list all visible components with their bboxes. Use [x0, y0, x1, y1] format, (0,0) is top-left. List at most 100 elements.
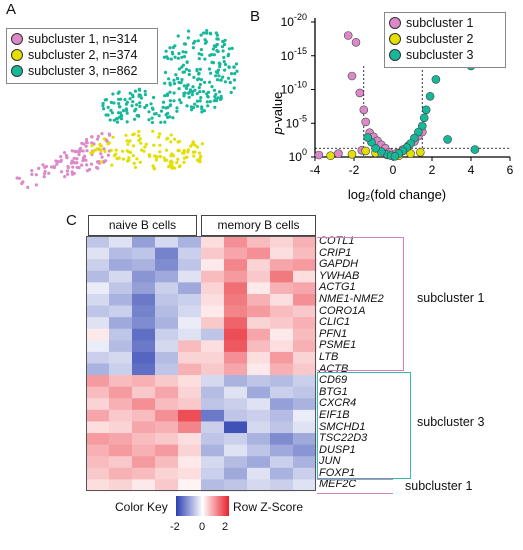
heatmap-cell — [155, 456, 179, 469]
heatmap-cell — [155, 398, 179, 411]
heatmap-cell — [86, 421, 110, 434]
umap-point-subcluster-3 — [150, 120, 154, 125]
umap-point-subcluster-3 — [223, 68, 227, 72]
umap-point-subcluster-2 — [114, 148, 118, 152]
heatmap-cell — [132, 351, 156, 364]
legend-label: subcluster 2, n=374 — [28, 48, 138, 62]
umap-point-subcluster-2 — [182, 151, 186, 155]
umap-point-subcluster-1 — [85, 163, 89, 167]
umap-point-subcluster-3 — [212, 53, 216, 57]
umap-point-subcluster-3 — [223, 38, 227, 42]
x-tick-label: 0 — [390, 163, 397, 177]
umap-point-subcluster-3 — [180, 55, 184, 59]
umap-point-subcluster-3 — [223, 80, 227, 84]
heatmap-cell — [247, 282, 271, 295]
umap-point-subcluster-3 — [101, 101, 105, 106]
legend-item-subcluster-1: subcluster 1, n=314 — [7, 31, 157, 47]
umap-point-subcluster-3 — [117, 102, 121, 106]
umap-point-subcluster-3 — [176, 34, 180, 38]
subcluster-2-marker — [11, 49, 23, 61]
umap-point-subcluster-2 — [182, 156, 187, 160]
heatmap-cell — [224, 270, 248, 283]
heatmap-cell — [109, 479, 133, 492]
heatmap-cell — [178, 386, 202, 399]
legend-label: subcluster 1 — [406, 16, 474, 30]
umap-point-subcluster-3 — [200, 110, 204, 114]
umap-point-subcluster-1 — [73, 149, 77, 153]
gene-label: LTB — [319, 350, 339, 363]
heatmap-cell — [132, 293, 156, 306]
umap-point-subcluster-3 — [193, 102, 197, 106]
umap-point-subcluster-2 — [163, 158, 167, 163]
umap-point-subcluster-3 — [131, 95, 135, 99]
x-tick-label: -2 — [349, 163, 360, 177]
umap-point-subcluster-2 — [138, 160, 142, 164]
umap-point-subcluster-1 — [96, 166, 100, 170]
heatmap-cell — [178, 363, 202, 376]
umap-point-subcluster-1 — [82, 156, 86, 160]
heatmap-cell — [293, 433, 317, 445]
heatmap-cell — [247, 293, 271, 306]
heatmap-cell — [293, 328, 317, 341]
umap-point-subcluster-1 — [85, 149, 89, 153]
heatmap-cell — [270, 375, 294, 387]
gene-label: COTL1 — [319, 235, 355, 247]
panel-a-label: A — [6, 1, 17, 18]
umap-point-subcluster-1 — [100, 132, 104, 136]
umap-point-subcluster-2 — [135, 157, 139, 161]
heatmap-cell — [270, 282, 294, 295]
umap-point-subcluster-1 — [62, 151, 67, 155]
heatmap-cell — [270, 328, 294, 341]
y-axis-label: p-value — [270, 92, 285, 136]
umap-point-subcluster-3 — [181, 50, 185, 54]
umap-point-subcluster-3 — [177, 67, 181, 71]
x-tick-label: 6 — [507, 163, 514, 177]
umap-point-subcluster-3 — [150, 106, 154, 110]
umap-points — [15, 29, 239, 189]
umap-point-subcluster-3 — [222, 60, 226, 64]
umap-point-subcluster-2 — [192, 154, 196, 158]
umap-point-subcluster-3 — [163, 120, 167, 124]
heatmap-cell — [201, 433, 225, 445]
umap-point-subcluster-2 — [125, 139, 129, 143]
heatmap-cell — [247, 340, 271, 353]
heatmap-cell — [201, 398, 225, 411]
heatmap-cell — [178, 398, 202, 411]
heatmap-cell — [247, 270, 271, 283]
umap-point-subcluster-1 — [66, 172, 70, 176]
heatmap-cell — [201, 456, 225, 469]
umap-point-subcluster-3 — [109, 108, 113, 112]
umap-point-subcluster-3 — [168, 83, 172, 87]
umap-point-subcluster-3 — [164, 49, 168, 53]
volcano-point-subcluster-1 — [361, 117, 370, 127]
heatmap-cell — [109, 247, 133, 260]
gene-label: CLIC1 — [319, 316, 351, 329]
heatmap-cell — [224, 305, 248, 318]
umap-point-subcluster-2 — [173, 137, 177, 141]
heatmap-cell — [224, 340, 248, 353]
umap-point-subcluster-2 — [158, 154, 162, 159]
heatmap-cell — [270, 247, 294, 260]
umap-point-subcluster-2 — [98, 143, 102, 147]
heatmap-cell — [201, 386, 225, 399]
gene-label: JUN — [319, 455, 341, 468]
umap-point-subcluster-2 — [137, 134, 141, 138]
umap-point-subcluster-3 — [177, 80, 181, 85]
heatmap-cell — [247, 421, 271, 434]
umap-point-subcluster-3 — [233, 72, 237, 76]
umap-point-subcluster-3 — [205, 29, 209, 33]
heatmap-cell — [201, 236, 225, 248]
y-tick-label: 100 — [289, 147, 307, 164]
umap-point-subcluster-1 — [75, 157, 79, 161]
umap-point-subcluster-1 — [59, 155, 63, 159]
gene-label: CXCR4 — [319, 397, 357, 410]
heatmap-cell — [247, 259, 271, 272]
heatmap-cell — [201, 282, 225, 295]
umap-point-subcluster-2 — [91, 150, 95, 154]
umap-point-subcluster-3 — [163, 81, 167, 85]
heatmap-cell — [155, 270, 179, 283]
heatmap-cell — [86, 444, 110, 457]
panel-b-label: B — [250, 8, 261, 25]
umap-point-subcluster-3 — [152, 95, 156, 100]
legend-label: subcluster 3, n=862 — [28, 64, 138, 78]
